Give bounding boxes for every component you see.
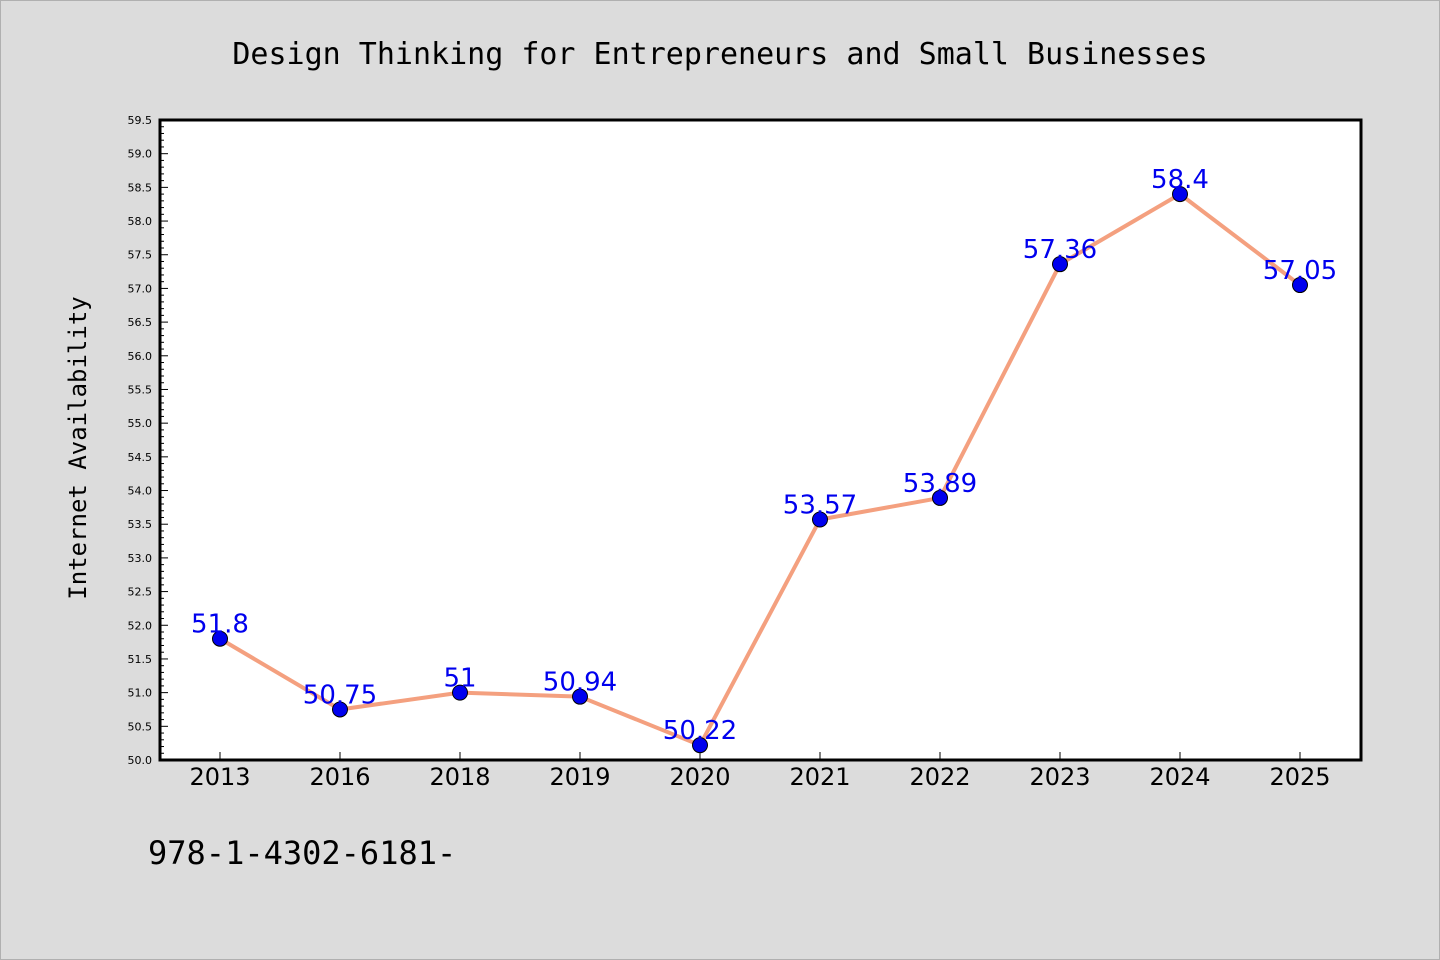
- series-line: [218, 192, 1302, 748]
- data-label: 53.89: [903, 469, 977, 499]
- y-tick-label: 55.0: [128, 417, 153, 430]
- y-tick-label: 58.0: [128, 215, 153, 228]
- footer-text: 978-1-4302-6181-: [148, 834, 456, 872]
- data-label: 57.36: [1023, 235, 1097, 265]
- y-tick-label: 54.0: [128, 485, 153, 498]
- data-label: 58.4: [1151, 165, 1209, 195]
- x-tick-label: 2022: [909, 763, 970, 791]
- x-tick-label: 2019: [549, 763, 610, 791]
- data-label: 50.22: [663, 716, 737, 746]
- y-tick-label: 55.5: [128, 383, 153, 396]
- plot-frame: [158, 118, 1363, 762]
- y-tick-label: 57.5: [128, 249, 153, 262]
- y-tick-label: 59.5: [128, 114, 153, 127]
- x-tick-label: 2021: [789, 763, 850, 791]
- y-tick-label: 52.0: [128, 619, 153, 632]
- y-tick-label: 56.5: [128, 316, 153, 329]
- x-tick-label: 2024: [1149, 763, 1210, 791]
- data-markers: [212, 186, 1308, 754]
- y-tick-label: 51.0: [128, 687, 153, 700]
- data-label: 50.75: [303, 680, 377, 710]
- x-tick-label: 2013: [189, 763, 250, 791]
- y-tick-label: 50.0: [128, 754, 153, 767]
- y-tick-label: 56.0: [128, 350, 153, 363]
- data-point: [332, 701, 348, 718]
- data-label: 51.8: [191, 610, 249, 640]
- y-tick-label: 58.5: [128, 181, 153, 194]
- y-axis-ticks: 50.0 50.5 51.0 51.5 52.0 52.5 53.0 53.5 54.0 54.5…: [128, 114, 168, 767]
- data-point: [452, 684, 468, 701]
- plot-area: [160, 120, 1361, 760]
- data-label: 53.57: [783, 490, 857, 520]
- data-point: [212, 630, 228, 647]
- data-point: [932, 489, 948, 506]
- y-axis-label: Internet Availability: [64, 296, 92, 599]
- data-point: [572, 688, 588, 705]
- x-tick-label: 2018: [429, 763, 490, 791]
- x-tick-label: 2025: [1269, 763, 1330, 791]
- x-tick-label: 2016: [309, 763, 370, 791]
- y-tick-label: 53.5: [128, 518, 153, 531]
- y-tick-label: 59.0: [128, 148, 153, 161]
- data-label: 51: [443, 664, 476, 694]
- data-point: [692, 737, 708, 754]
- x-tick-label: 2023: [1029, 763, 1090, 791]
- y-tick-label: 51.5: [128, 653, 153, 666]
- data-label: 57.05: [1263, 256, 1337, 286]
- data-point: [1292, 277, 1308, 294]
- data-point: [1172, 186, 1188, 203]
- data-label: 50.94: [543, 668, 617, 698]
- y-tick-label: 52.5: [128, 586, 153, 599]
- y-tick-label: 50.5: [128, 720, 153, 733]
- y-tick-label: 57.0: [128, 282, 153, 295]
- chart-title: Design Thinking for Entrepreneurs and Sm…: [232, 37, 1207, 72]
- y-tick-label: 53.0: [128, 552, 153, 565]
- data-point: [812, 511, 828, 528]
- data-labels: 51.8 50.75 51 50.94 50.22 53.57 53.89 57.36 58.4…: [191, 165, 1337, 746]
- data-point: [1052, 256, 1068, 273]
- y-tick-label: 54.5: [128, 451, 153, 464]
- x-tick-label: 2020: [669, 763, 730, 791]
